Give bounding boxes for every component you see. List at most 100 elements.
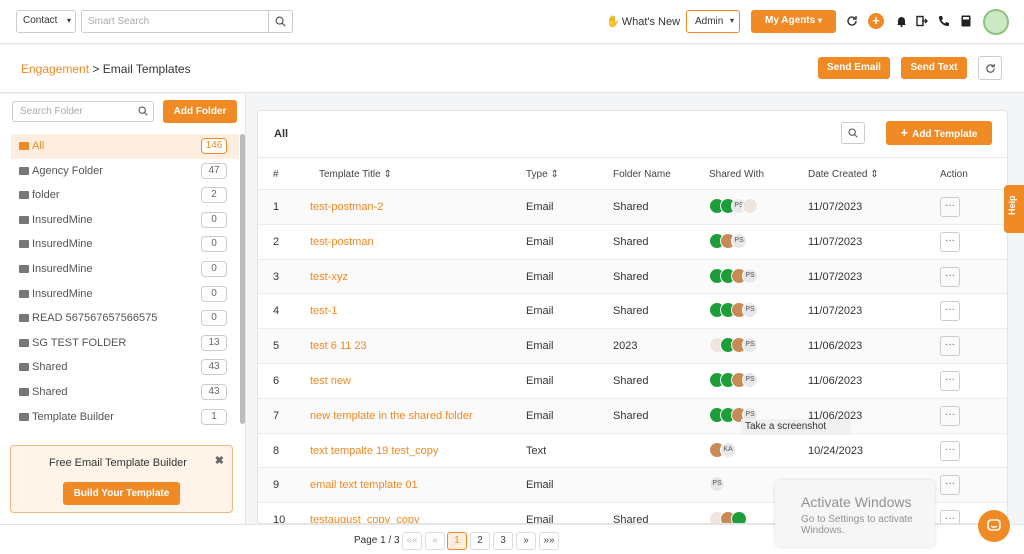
search-icon — [138, 106, 148, 119]
row-action-menu-button[interactable]: ··· — [940, 336, 960, 357]
bell-icon[interactable] — [894, 14, 908, 28]
template-title-link[interactable]: test-postman-2 — [310, 201, 384, 213]
logout-icon[interactable] — [915, 14, 929, 28]
folder-item[interactable]: folder 2 — [11, 183, 239, 208]
folder-name: SG TEST FOLDER — [32, 336, 127, 349]
folder-search-input[interactable]: Search Folder — [12, 101, 154, 122]
date-created: 11/06/2023 — [808, 374, 863, 387]
whats-new-link[interactable]: ✋ What's New — [606, 15, 680, 28]
add-template-button[interactable]: + Add Template — [886, 121, 992, 145]
folder-name: folder — [32, 189, 60, 202]
add-folder-button[interactable]: Add Folder — [163, 100, 237, 123]
templates-panel: All + Add Template # Template Title ⇕ Typ… — [257, 110, 1008, 524]
folder-count-badge: 0 — [201, 285, 227, 302]
template-title-link[interactable]: test-1 — [310, 305, 338, 318]
activation-title: Activate Windows — [801, 494, 912, 510]
first-page-button[interactable]: «« — [402, 532, 422, 550]
folder-icon — [19, 166, 29, 175]
phone-icon[interactable] — [937, 14, 951, 28]
smart-search-input[interactable]: Smart Search — [81, 10, 269, 33]
quick-add-icon[interactable]: + — [868, 13, 884, 29]
folder-list-scrollbar[interactable] — [240, 134, 245, 424]
row-action-menu-button[interactable]: ··· — [940, 301, 960, 322]
contact-type-select[interactable]: Contact ▾ — [16, 10, 76, 33]
template-title-link[interactable]: test-xyz — [310, 270, 348, 283]
chat-button[interactable] — [978, 510, 1010, 542]
folder-count-badge: 146 — [201, 138, 227, 154]
folder-item[interactable]: Shared 43 — [11, 380, 239, 405]
page-3-button[interactable]: 3 — [493, 532, 513, 550]
column-title-label: Template Title — [319, 169, 381, 180]
column-type[interactable]: Type ⇕ — [526, 169, 559, 180]
page-header: Engagement > Email Templates Send Email … — [0, 45, 1024, 93]
row-action-menu-button[interactable]: ··· — [940, 370, 960, 391]
folder-item[interactable]: Shared 43 — [11, 355, 239, 380]
folder-item[interactable]: Template Builder 1 — [11, 405, 239, 430]
folder-item[interactable]: InsuredMine 0 — [11, 257, 239, 282]
admin-dropdown[interactable]: Admin ▾ — [686, 10, 740, 33]
table-header: # Template Title ⇕ Type ⇕ Folder Name Sh… — [258, 157, 1007, 190]
template-search-button[interactable] — [841, 122, 865, 144]
page-1-button[interactable]: 1 — [447, 532, 467, 550]
folder-item[interactable]: READ 567567657566575 0 — [11, 306, 239, 331]
template-title-link[interactable]: text tempalte 19 test_copy — [310, 444, 439, 457]
folder-count-badge: 2 — [201, 187, 227, 204]
user-avatar[interactable] — [983, 9, 1009, 35]
send-email-button[interactable]: Send Email — [818, 57, 890, 79]
folder-item[interactable]: InsuredMine 0 — [11, 282, 239, 307]
folder-search-placeholder: Search Folder — [20, 106, 83, 117]
row-action-menu-button[interactable]: ··· — [940, 475, 960, 496]
date-created: 11/07/2023 — [808, 235, 863, 248]
folder-count-badge: 43 — [201, 383, 227, 400]
activation-subtitle: Go to Settings to activate Windows. — [801, 514, 913, 536]
folder-icon — [19, 264, 29, 273]
row-action-menu-button[interactable]: ··· — [940, 440, 960, 461]
last-page-button[interactable]: »» — [539, 532, 559, 550]
help-tab[interactable]: Help — [1004, 185, 1024, 233]
send-text-button[interactable]: Send Text — [901, 57, 967, 79]
date-created: 11/06/2023 — [808, 409, 863, 422]
folder-icon — [19, 314, 29, 323]
search-icon — [848, 128, 858, 138]
row-action-menu-button[interactable]: ··· — [940, 405, 960, 426]
folder-item[interactable]: Agency Folder 47 — [11, 159, 239, 184]
chevron-down-icon: ▾ — [66, 16, 71, 25]
my-agents-button[interactable]: My Agents ▾ — [751, 10, 836, 33]
folder-item[interactable]: InsuredMine 0 — [11, 208, 239, 233]
calculator-icon[interactable] — [959, 14, 973, 28]
next-page-button[interactable]: » — [516, 532, 536, 550]
search-button[interactable] — [268, 10, 293, 33]
template-folder: Shared — [613, 374, 649, 387]
breadcrumb-current: Email Templates — [102, 62, 191, 76]
template-folder: 2023 — [613, 340, 638, 353]
template-title-link[interactable]: testaugust_copy_copy — [310, 514, 420, 524]
template-title-link[interactable]: email text template 01 — [310, 479, 418, 492]
prev-page-button[interactable]: « — [425, 532, 445, 550]
template-folder: Shared — [613, 235, 649, 248]
template-title-link[interactable]: test 6 11 23 — [310, 340, 367, 353]
date-created: 11/06/2023 — [808, 340, 863, 353]
template-title-link[interactable]: test new — [310, 374, 351, 387]
page-2-button[interactable]: 2 — [470, 532, 490, 550]
row-action-menu-button[interactable]: ··· — [940, 197, 960, 217]
folder-name: InsuredMine — [32, 213, 93, 226]
table-row: 7 new template in the shared folder Email S… — [258, 398, 1007, 434]
row-action-menu-button[interactable]: ··· — [940, 231, 960, 252]
row-action-menu-button[interactable]: ··· — [940, 510, 960, 523]
folder-item[interactable]: InsuredMine 0 — [11, 232, 239, 257]
folder-item[interactable]: SG TEST FOLDER 13 — [11, 331, 239, 356]
template-title-link[interactable]: new template in the shared folder — [310, 409, 473, 422]
row-number: 3 — [273, 270, 280, 283]
folder-name: READ 567567657566575 — [32, 312, 158, 325]
row-action-menu-button[interactable]: ··· — [940, 266, 960, 287]
template-title-link[interactable]: test-postman — [310, 235, 374, 248]
column-date-created[interactable]: Date Created ⇕ — [808, 169, 879, 180]
folder-item[interactable]: All 146 — [11, 134, 239, 159]
breadcrumb-engagement-link[interactable]: Engagement — [21, 62, 90, 76]
refresh-button[interactable] — [978, 56, 1002, 80]
sync-icon[interactable] — [845, 14, 859, 28]
close-icon[interactable]: ✖ — [214, 455, 224, 467]
column-template-title[interactable]: Template Title ⇕ — [319, 169, 392, 180]
build-template-button[interactable]: Build Your Template — [63, 482, 180, 505]
row-number: 5 — [273, 340, 280, 353]
